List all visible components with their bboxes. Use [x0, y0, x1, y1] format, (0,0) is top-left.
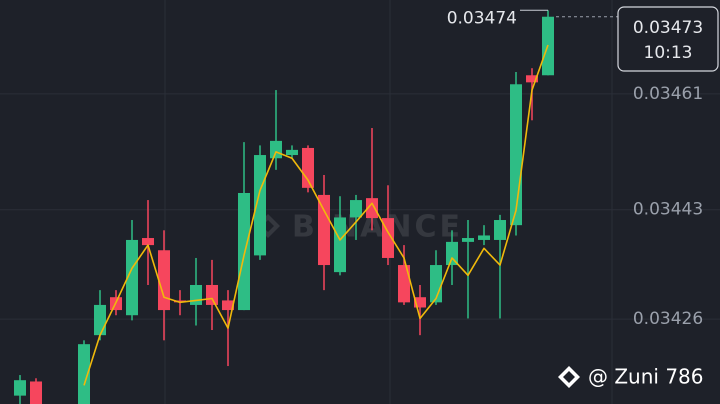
last-price-time: 10:13 — [644, 43, 693, 63]
candle-body — [174, 300, 186, 303]
candle-body — [190, 284, 202, 305]
y-tick-label: 0.03461 — [633, 84, 703, 104]
credit-logo — [558, 366, 580, 388]
candle-body — [238, 192, 250, 311]
candle-body — [366, 198, 378, 219]
candle-body — [414, 297, 426, 308]
candle-body — [350, 200, 362, 218]
last-price: 0.03473 — [633, 18, 703, 38]
candle-body — [334, 217, 346, 273]
candle-body — [158, 250, 170, 311]
candle-body — [286, 149, 298, 156]
candle-body — [142, 238, 154, 246]
candle-body — [494, 220, 506, 240]
ma-line — [83, 44, 549, 386]
candle-body — [526, 75, 538, 83]
candle-body — [270, 140, 282, 159]
candle-body — [462, 238, 474, 242]
candle-body — [510, 84, 522, 226]
candle-body — [206, 284, 218, 305]
credit-text: @ Zuni 786 — [588, 365, 704, 389]
candle-body — [126, 239, 138, 316]
labels: 0.03461 0.03443 0.03426 0.03474 0.03473 10:13 — [447, 6, 719, 329]
credit: @ Zuni 786 — [558, 365, 704, 389]
candle-body — [478, 235, 490, 240]
high-label: 0.03474 — [447, 8, 517, 28]
candle-body — [318, 194, 330, 266]
candle-body — [302, 147, 314, 188]
y-tick-label: 0.03426 — [633, 309, 703, 329]
candle-body — [78, 344, 90, 404]
candle-body — [254, 155, 266, 256]
candle-body — [94, 304, 106, 336]
candle-body — [222, 300, 234, 311]
candle-body — [30, 381, 42, 404]
candle-body — [14, 380, 26, 396]
y-tick-label: 0.03443 — [633, 200, 703, 220]
candle-body — [398, 265, 410, 303]
candle-body — [446, 241, 458, 266]
last-price-box — [617, 6, 719, 72]
candles — [14, 10, 554, 404]
